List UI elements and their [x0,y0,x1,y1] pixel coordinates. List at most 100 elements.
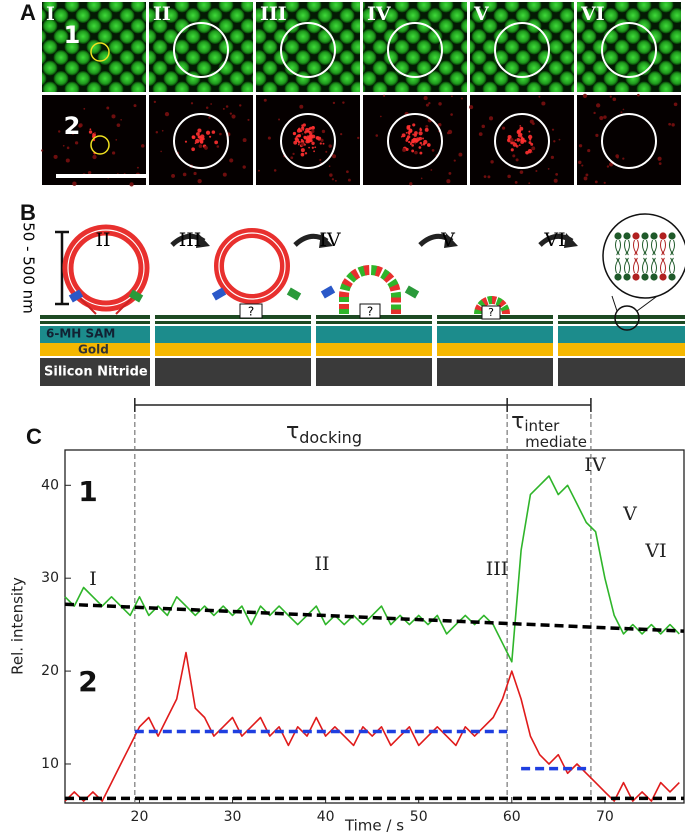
x-tick-label: 70 [596,809,614,825]
fluorescence-image [42,2,146,92]
red-spot [106,106,110,110]
red-spot [501,126,506,130]
row-label: 1 [64,21,81,49]
red-spot [347,178,351,182]
red-spot [551,128,555,131]
red-spot [300,148,305,153]
x-tick-label: 60 [503,809,521,825]
red-spot [528,141,532,145]
red-spot [197,135,201,139]
snare [128,289,144,303]
red-spot [317,136,322,141]
arrows [170,233,578,248]
red-spot [357,136,360,140]
red-spot [65,158,70,163]
red-spot [658,162,662,165]
red-spot [229,112,232,115]
red-spot [422,137,425,140]
red-spot [322,142,325,145]
red-spot [406,126,411,130]
lipid-tail [642,239,648,256]
panel-c: C 20 30 40 50 60 70 10 20 30 40 Time / s Rel. inten… [9,398,685,834]
lipid-head [623,232,631,240]
red-spot [519,125,522,127]
red-spot [520,140,525,144]
red-spot [595,103,601,108]
red-spot [88,130,93,134]
red-spot [319,142,322,145]
unknown-label: ? [248,305,254,319]
red-spot [512,154,516,158]
red-spot [311,146,314,149]
roi-circle [601,22,657,78]
red-spot [184,140,188,143]
red-spot [517,145,520,147]
red-spot [290,156,294,160]
red-spot [430,169,433,171]
red-spot [331,178,335,181]
red-spot [581,164,584,167]
red-spot [332,154,337,159]
red-spot [587,149,591,153]
red-spot [267,136,271,140]
plot-frame [64,449,685,804]
red-spot [191,147,195,152]
red-spot [595,133,599,137]
vesicle-membrane [67,229,145,307]
red-spot [603,115,607,119]
roi-circle [494,22,550,78]
red-spot [411,144,414,147]
arrow-head [196,233,210,248]
zoom-line [611,295,618,312]
lipid-head [650,273,658,281]
red-spot [140,144,145,148]
red-spot [518,144,521,146]
lipid-head [632,232,640,240]
red-spot [402,148,407,152]
red-spot [292,152,295,156]
red-spot [211,130,216,134]
red-spot [558,138,561,141]
red-spot [195,132,200,136]
red-spot [423,96,428,101]
red-spot [418,146,422,149]
roi-circle [601,113,657,169]
red-spot [414,150,418,155]
snare [320,285,336,299]
column-label: IV [367,3,392,25]
red-spot [529,119,534,124]
red-spot [603,181,606,184]
stage-label: II [95,229,110,251]
red-spot [446,179,451,184]
red-spot [346,170,349,174]
trace-label: 2 [78,665,97,698]
red-spot [300,152,305,157]
red-spot [490,160,494,164]
red-spot [411,138,414,142]
red-spot [301,126,305,130]
red-spot [527,149,533,154]
red-spot [657,156,662,161]
unknown-box [481,305,501,320]
arrow-head [444,233,458,248]
stage-label: II [314,553,329,575]
red-spot [93,131,96,134]
lipid-tail [669,257,675,274]
red-spot [512,142,517,147]
y-tick-label: 30 [41,570,59,586]
red-spot [312,126,315,129]
lipid-head [659,273,667,281]
lipid-tail [651,239,657,256]
red-spot [297,140,301,144]
arrow-head [319,233,333,248]
red-spot [420,144,423,146]
red-spot [303,136,308,140]
panel-label: B [20,200,36,225]
red-spot [302,129,305,131]
red-spot [321,129,326,134]
red-spot [606,165,610,168]
lipid-head [614,273,622,281]
red-spot [210,103,213,105]
lipid-head [623,273,631,281]
red-spot [527,134,533,140]
